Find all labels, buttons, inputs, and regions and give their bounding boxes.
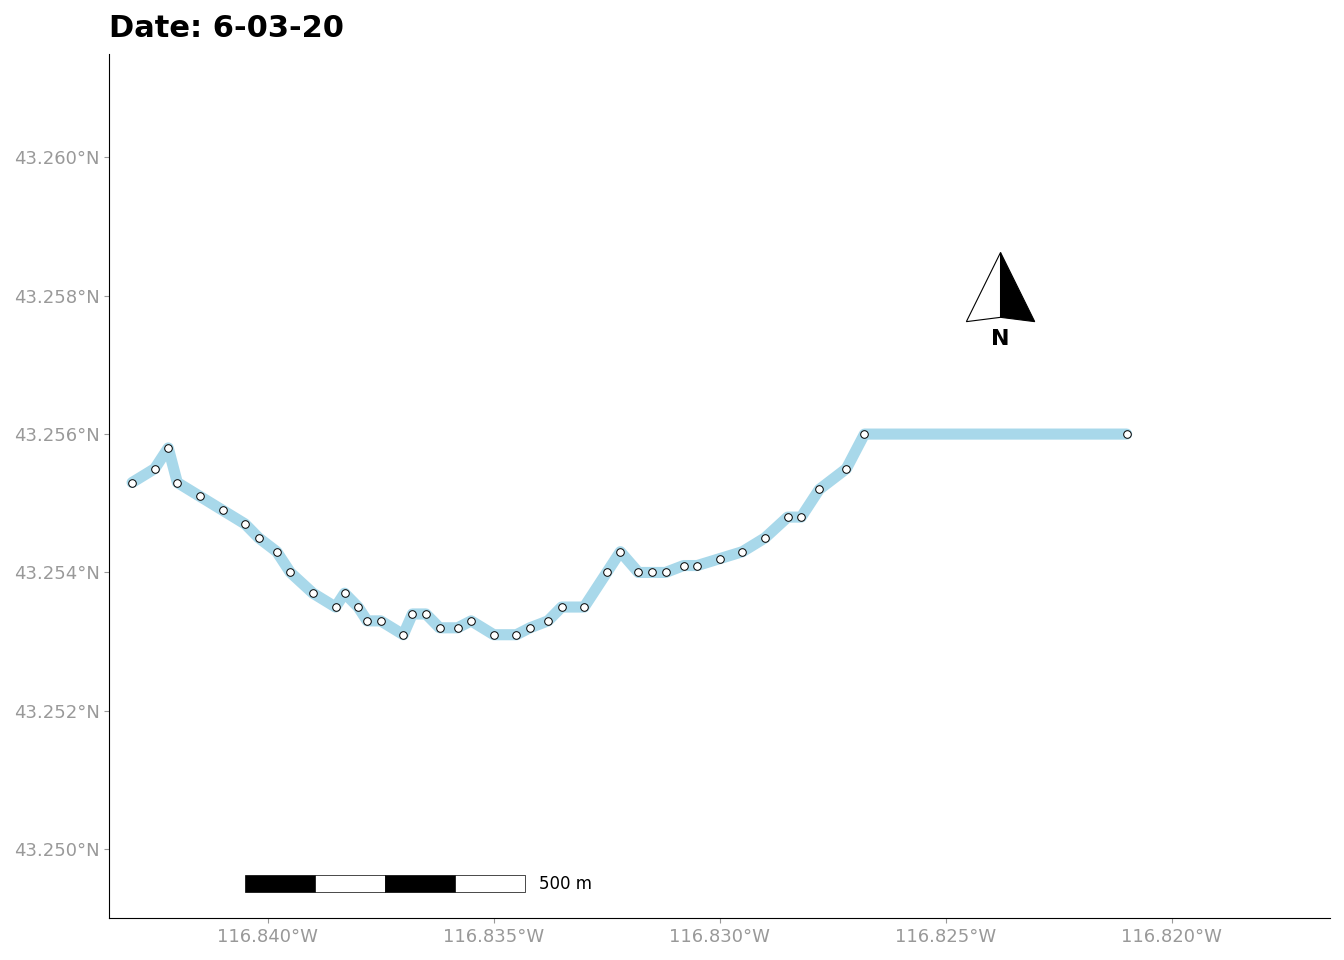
Point: [574, 599, 595, 614]
Point: [754, 530, 775, 545]
Point: [144, 461, 165, 476]
Point: [1116, 426, 1137, 442]
Point: [519, 620, 540, 636]
Point: [234, 516, 255, 532]
Polygon shape: [966, 252, 1000, 322]
Point: [809, 482, 831, 497]
Point: [347, 599, 368, 614]
Point: [595, 564, 617, 580]
Point: [673, 558, 695, 573]
Point: [710, 551, 731, 566]
Point: [777, 510, 798, 525]
Point: [628, 564, 649, 580]
Point: [392, 627, 414, 642]
Bar: [456, 876, 526, 893]
Bar: [245, 876, 316, 893]
Text: 500 m: 500 m: [539, 875, 591, 893]
Point: [356, 613, 378, 629]
Point: [461, 613, 482, 629]
Point: [641, 564, 663, 580]
Point: [853, 426, 875, 442]
Point: [121, 475, 142, 491]
Point: [190, 489, 211, 504]
Point: [731, 544, 753, 560]
Text: Date: 6-03-20: Date: 6-03-20: [109, 13, 344, 43]
Point: [655, 564, 676, 580]
Point: [505, 627, 527, 642]
Point: [157, 441, 179, 456]
Point: [402, 607, 423, 622]
Point: [370, 613, 391, 629]
Point: [280, 564, 301, 580]
Text: N: N: [992, 328, 1009, 348]
Point: [266, 544, 288, 560]
Point: [212, 502, 234, 517]
Point: [167, 475, 188, 491]
Point: [687, 558, 708, 573]
Point: [836, 461, 857, 476]
Bar: [316, 876, 386, 893]
Point: [790, 510, 812, 525]
Point: [610, 544, 632, 560]
Polygon shape: [1000, 252, 1035, 322]
Point: [551, 599, 573, 614]
Point: [429, 620, 450, 636]
Point: [482, 627, 504, 642]
Bar: [386, 876, 456, 893]
Point: [302, 586, 324, 601]
Point: [446, 620, 468, 636]
Point: [538, 613, 559, 629]
Point: [333, 586, 355, 601]
Point: [415, 607, 437, 622]
Point: [325, 599, 347, 614]
Point: [247, 530, 269, 545]
